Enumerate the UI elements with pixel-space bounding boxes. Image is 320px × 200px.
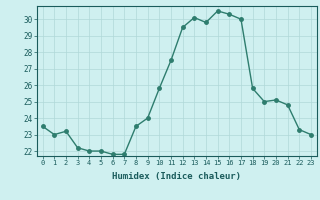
- X-axis label: Humidex (Indice chaleur): Humidex (Indice chaleur): [112, 172, 241, 181]
